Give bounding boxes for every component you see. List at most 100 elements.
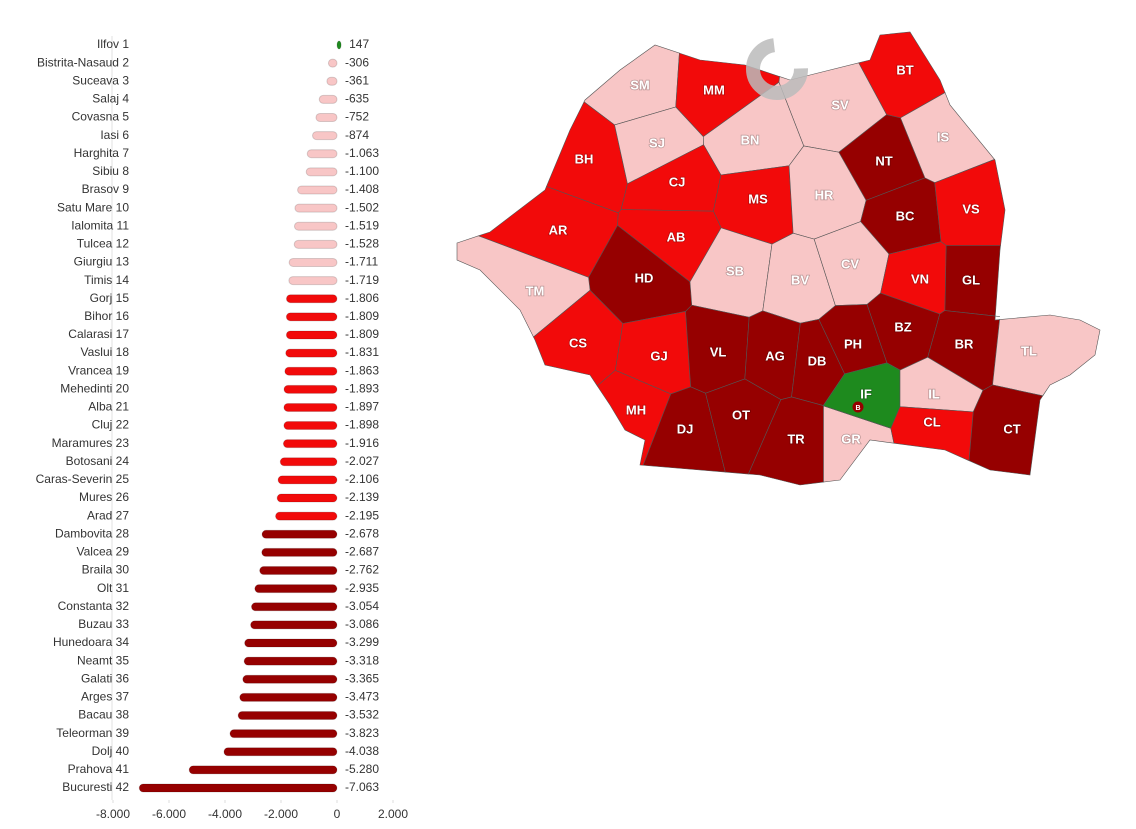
value-label: -1.898 bbox=[345, 418, 379, 432]
value-label: -1.100 bbox=[345, 164, 379, 178]
value-label: -1.809 bbox=[345, 309, 379, 323]
bar bbox=[261, 547, 338, 557]
value-label: -2.762 bbox=[345, 563, 379, 577]
value-label: -7.063 bbox=[345, 780, 379, 794]
x-tick-label: 2.000 bbox=[378, 807, 408, 821]
county-label: MM bbox=[703, 82, 725, 97]
x-tick-label: -6.000 bbox=[152, 807, 186, 821]
bar bbox=[188, 765, 338, 775]
county-label: AB bbox=[667, 229, 686, 244]
category-label: Timis 14 bbox=[84, 273, 129, 287]
category-label: Olt 31 bbox=[97, 581, 129, 595]
county-label: BV bbox=[791, 272, 809, 287]
value-label: -3.054 bbox=[345, 599, 379, 613]
county-label: OT bbox=[732, 407, 750, 422]
bar bbox=[285, 312, 338, 322]
county-label: SM bbox=[630, 77, 650, 92]
bar bbox=[285, 348, 338, 358]
category-label: Bucuresti 42 bbox=[62, 780, 129, 794]
bar bbox=[318, 94, 338, 104]
county-label: IF bbox=[860, 386, 872, 401]
county-label: BR bbox=[955, 336, 974, 351]
bar bbox=[293, 221, 338, 231]
bar bbox=[259, 566, 338, 576]
bar bbox=[275, 511, 338, 521]
county-label: BZ bbox=[894, 319, 911, 334]
county-label: BN bbox=[741, 132, 760, 147]
value-label: -1.863 bbox=[345, 363, 379, 377]
county-label: BH bbox=[575, 151, 594, 166]
bar bbox=[305, 167, 338, 177]
bar bbox=[229, 729, 338, 739]
county-label: HD bbox=[635, 270, 654, 285]
value-label: -1.502 bbox=[345, 200, 379, 214]
x-tick-label: 0 bbox=[334, 807, 341, 821]
value-label: -1.831 bbox=[345, 345, 379, 359]
category-label: Ialomita 11 bbox=[71, 218, 129, 232]
county-label: TM bbox=[526, 283, 545, 298]
category-label: Suceava 3 bbox=[72, 73, 129, 87]
category-label: Gorj 15 bbox=[90, 291, 130, 305]
value-label: -3.086 bbox=[345, 617, 379, 631]
county-label: VL bbox=[710, 344, 727, 359]
bar bbox=[276, 493, 338, 503]
bar bbox=[237, 711, 338, 721]
bar bbox=[243, 656, 338, 666]
value-label: -1.528 bbox=[345, 237, 379, 251]
category-label: Tulcea 12 bbox=[77, 237, 130, 251]
county-label: NT bbox=[875, 153, 892, 168]
value-label: -1.519 bbox=[345, 218, 379, 232]
category-label: Ilfov 1 bbox=[97, 37, 129, 51]
county-label: PH bbox=[844, 336, 862, 351]
value-label: -3.318 bbox=[345, 653, 379, 667]
category-label: Covasna 5 bbox=[72, 110, 130, 124]
category-label: Satu Mare 10 bbox=[57, 200, 129, 214]
bar bbox=[254, 584, 338, 594]
category-label: Iasi 6 bbox=[100, 128, 129, 142]
category-label: Braila 30 bbox=[82, 563, 130, 577]
bar bbox=[306, 149, 338, 159]
bar bbox=[277, 475, 338, 485]
value-label: -2.106 bbox=[345, 472, 379, 486]
county bbox=[992, 314, 1101, 397]
bar bbox=[288, 276, 338, 286]
county-label: CV bbox=[841, 256, 859, 271]
bar bbox=[242, 674, 338, 684]
x-tick-label: -8.000 bbox=[96, 807, 130, 821]
county-label: TL bbox=[1021, 343, 1037, 358]
county-label: AR bbox=[549, 222, 568, 237]
value-label: -2.935 bbox=[345, 581, 379, 595]
category-label: Vrancea 19 bbox=[68, 363, 129, 377]
county-label: AG bbox=[765, 348, 785, 363]
bar bbox=[282, 439, 338, 449]
bar bbox=[315, 112, 338, 122]
map: SM MM BT SV BH SJ BN IS NT CJ MS HR BC VS AR AB HD SB BV CV… bbox=[456, 31, 1101, 486]
value-label: -874 bbox=[345, 128, 369, 142]
county-label: MH bbox=[626, 402, 646, 417]
category-label: Botosani 24 bbox=[66, 454, 130, 468]
category-label: Prahova 41 bbox=[68, 762, 130, 776]
bar bbox=[326, 76, 338, 86]
category-label: Bistrita-Nasaud 2 bbox=[37, 55, 129, 69]
bar bbox=[294, 203, 338, 213]
county-label: GR bbox=[841, 431, 861, 446]
value-label: -1.806 bbox=[345, 291, 379, 305]
county bbox=[596, 369, 672, 466]
county-label: BC bbox=[896, 208, 915, 223]
county-label: GL bbox=[962, 272, 980, 287]
category-label: Valcea 29 bbox=[77, 545, 130, 559]
bar bbox=[261, 529, 338, 539]
county-label: HR bbox=[815, 187, 834, 202]
value-label: -5.280 bbox=[345, 762, 379, 776]
county-label: TR bbox=[787, 431, 805, 446]
category-label: Constanta 32 bbox=[58, 599, 130, 613]
bar bbox=[297, 185, 338, 195]
bar bbox=[250, 620, 338, 630]
bar bbox=[288, 257, 338, 267]
bar bbox=[293, 239, 338, 249]
county-label: CJ bbox=[669, 174, 686, 189]
bar bbox=[336, 40, 342, 50]
county-label: GJ bbox=[650, 348, 667, 363]
bar bbox=[250, 602, 338, 612]
category-label: Bihor 16 bbox=[84, 309, 129, 323]
